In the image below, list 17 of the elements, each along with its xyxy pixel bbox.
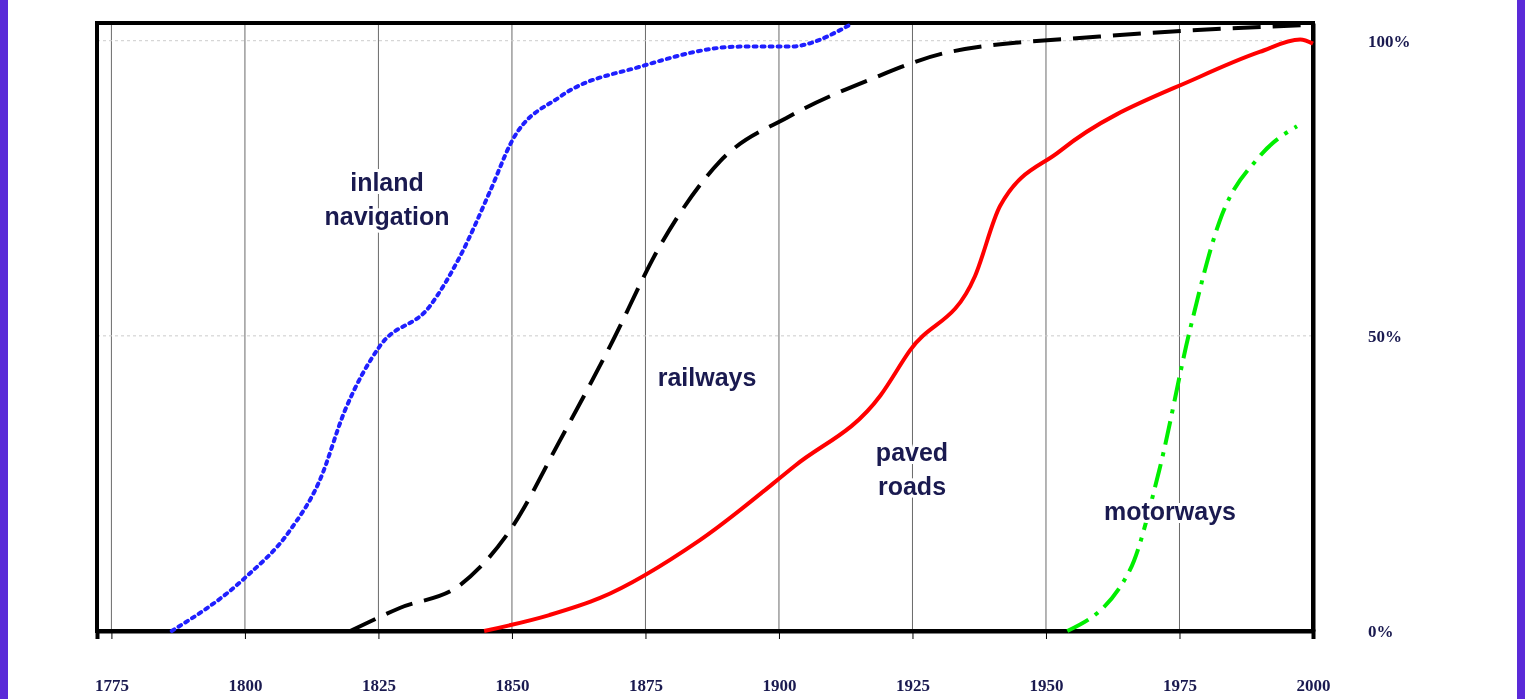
y-tick-label: 50% <box>1368 326 1402 346</box>
text: railways <box>657 363 757 391</box>
line-series <box>169 22 852 633</box>
x-tick-label: 1800 <box>228 676 263 696</box>
y-tick-label: 0% <box>1368 621 1394 641</box>
line-series <box>1065 124 1299 633</box>
line-series <box>482 37 1315 633</box>
x-tick-label: 1875 <box>628 676 663 696</box>
x-tick-label: 1775 <box>94 676 129 696</box>
x-tick-label: 1825 <box>361 676 396 696</box>
x-tick-label: 1975 <box>1162 676 1197 696</box>
x-tick-label: 1925 <box>895 676 930 696</box>
x-tick-label: 1850 <box>495 676 530 696</box>
y-tick-label: 100% <box>1368 31 1411 51</box>
x-tick-label: 1900 <box>762 676 797 696</box>
x-tick-label: 2000 <box>1296 676 1331 696</box>
x-tick-label: 1950 <box>1029 676 1064 696</box>
